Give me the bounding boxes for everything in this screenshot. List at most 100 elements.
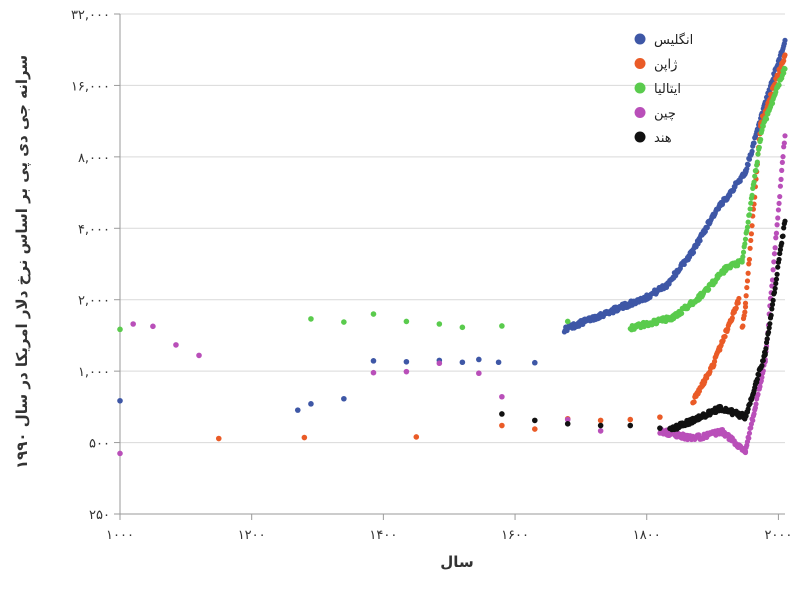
data-point [413, 434, 420, 440]
data-point [436, 321, 443, 327]
x-tick-label: ۱۶۰۰ [501, 528, 529, 543]
data-point [711, 358, 718, 365]
data-point [745, 219, 751, 225]
legend-label: هند [654, 131, 672, 146]
data-point [691, 399, 697, 405]
data-point [308, 401, 314, 407]
data-point [779, 167, 785, 173]
y-tick-label: ۵۰۰ [89, 437, 110, 452]
data-point [744, 284, 750, 291]
data-point [341, 319, 347, 325]
data-point [733, 305, 739, 311]
data-point [781, 140, 787, 146]
data-point [747, 206, 753, 212]
legend-marker [634, 33, 646, 45]
x-tick-label: ۱۲۰۰ [238, 528, 266, 543]
data-point [150, 323, 156, 330]
data-point [756, 144, 762, 151]
data-point [749, 192, 755, 198]
data-point [749, 148, 755, 154]
data-point [743, 293, 749, 299]
data-point [782, 37, 788, 43]
y-tick-label: ۲,۰۰۰ [78, 294, 110, 309]
legend-label: ایتالیا [654, 82, 681, 97]
y-tick-label: ۳۲,۰۰۰ [71, 8, 110, 23]
data-point [749, 223, 755, 229]
data-point [774, 222, 780, 228]
data-point [597, 422, 604, 429]
data-point [495, 359, 502, 366]
data-point [130, 321, 136, 327]
series [117, 133, 788, 457]
data-point [499, 411, 505, 417]
data-point [764, 336, 770, 342]
data-point [746, 435, 752, 441]
data-point [776, 256, 782, 263]
data-point [777, 250, 783, 257]
data-point [532, 426, 538, 432]
series-layer [117, 37, 788, 457]
data-point [753, 401, 759, 407]
data-point [760, 357, 766, 364]
y-tick-label: ۱۶,۰۰۰ [71, 79, 110, 94]
grid-layer [114, 13, 785, 515]
x-tick-label: ۱۸۰۰ [633, 528, 661, 543]
data-point [758, 136, 764, 143]
data-point [744, 166, 750, 172]
data-point [751, 411, 757, 417]
data-point [763, 346, 769, 352]
data-point [773, 276, 780, 282]
data-point [294, 407, 301, 413]
data-point [776, 200, 782, 207]
data-point [748, 237, 754, 244]
data-point [744, 224, 751, 230]
data-point [746, 156, 753, 162]
data-point [770, 297, 776, 303]
data-point [742, 309, 748, 315]
y-tick-label: ۸,۰۰۰ [78, 151, 110, 166]
data-point [779, 159, 785, 166]
x-tick-label: ۱۰۰۰ [106, 528, 134, 543]
data-point [755, 151, 761, 157]
data-point [754, 159, 760, 165]
data-point [403, 368, 410, 375]
data-point [341, 395, 347, 402]
y-tick-labels: ۲۵۰ ۵۰۰ ۱,۰۰۰ ۲,۰۰۰ ۴,۰۰۰ ۸,۰۰۰ ۱۶,۰۰۰ ۳۲,۰۰۰ [71, 8, 110, 523]
data-point [769, 277, 776, 283]
data-point [748, 200, 754, 206]
y-tick-label: ۱,۰۰۰ [78, 365, 110, 380]
data-point [781, 225, 787, 231]
data-point [769, 100, 776, 106]
data-point [690, 249, 697, 256]
series [499, 218, 788, 433]
data-point [777, 183, 783, 189]
data-point [499, 422, 505, 429]
data-point [746, 256, 753, 263]
data-point [771, 259, 777, 265]
data-point [772, 285, 778, 292]
data-point [762, 350, 768, 356]
data-point [748, 425, 754, 431]
data-point [706, 286, 712, 293]
data-point [746, 261, 752, 267]
legend-label: انگلیس [654, 32, 693, 48]
legend-marker [634, 58, 646, 69]
data-point [657, 425, 663, 431]
data-point [308, 316, 314, 322]
legend-label: ژاپن [654, 58, 677, 73]
data-point [780, 154, 786, 160]
data-point [597, 417, 604, 424]
data-point [499, 323, 505, 329]
data-point [742, 300, 749, 306]
data-point [117, 397, 123, 404]
data-point [782, 133, 788, 139]
legend-marker [634, 107, 646, 118]
data-point [301, 434, 308, 441]
data-point [773, 230, 780, 236]
data-point [564, 416, 571, 423]
data-point [753, 167, 759, 174]
data-point [777, 193, 783, 200]
data-point [750, 417, 756, 424]
